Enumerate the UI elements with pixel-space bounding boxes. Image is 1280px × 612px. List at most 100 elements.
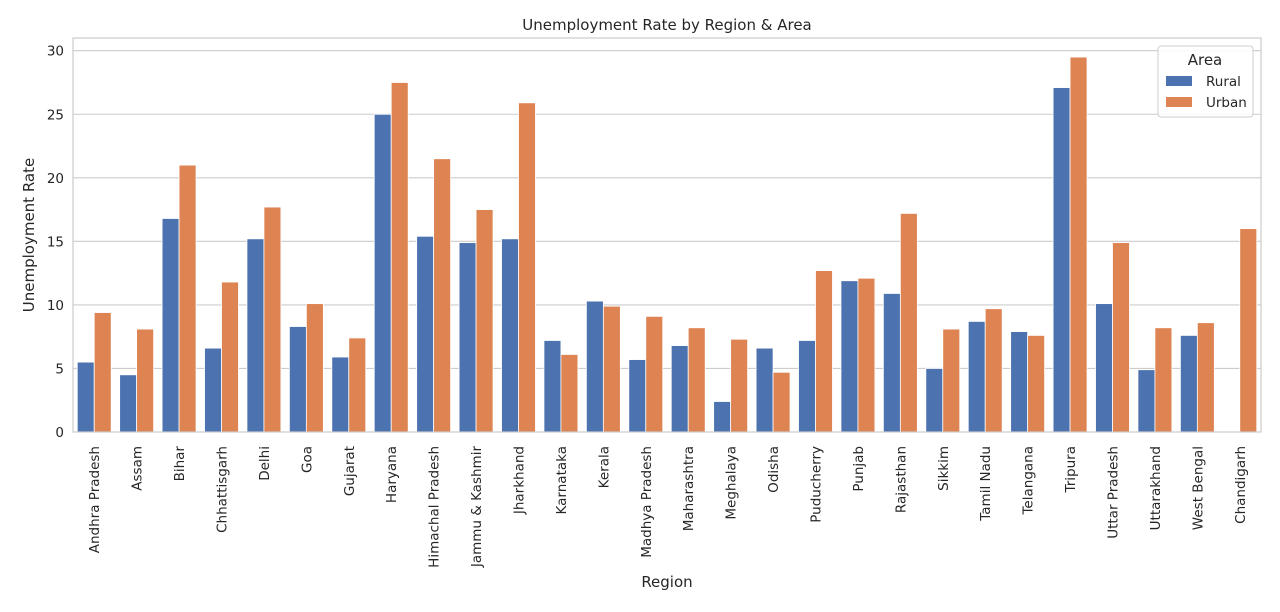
bar-rural [1137, 369, 1156, 433]
bar-rural [713, 401, 732, 433]
bar-urban [645, 315, 664, 433]
bar-urban [433, 158, 452, 433]
bar-rural [373, 113, 392, 433]
x-tick-label: Madhya Pradesh [639, 446, 655, 558]
bar-urban [221, 281, 239, 433]
bar-rural [967, 321, 986, 433]
bar-rural [755, 347, 774, 433]
bar-urban [730, 338, 749, 433]
x-tick-label: Puducherry [809, 446, 825, 523]
bar-urban [602, 305, 621, 433]
y-tick-label: 15 [47, 234, 64, 250]
x-tick-label: Tamil Nadu [978, 446, 994, 522]
x-tick-label: Rajasthan [893, 446, 909, 513]
bar-urban [1154, 327, 1173, 433]
legend: Area Rural Urban [1157, 45, 1254, 118]
bar-rural [161, 218, 180, 433]
bar-rural [670, 345, 689, 433]
legend-label-urban: Urban [1206, 95, 1247, 111]
x-tick-label: Odisha [766, 446, 782, 493]
x-tick-label: Haryana [384, 446, 400, 503]
x-tick-label: Meghalaya [724, 446, 740, 520]
bar-urban [1112, 242, 1130, 433]
x-tick-label: Gujarat [342, 446, 358, 496]
bar-urban [899, 212, 918, 433]
bar-rural [1052, 87, 1071, 433]
x-tick-label: Kerala [596, 446, 612, 488]
x-tick-label: Uttar Pradesh [1106, 446, 1122, 539]
bar-rural [331, 356, 350, 433]
bar-rural [501, 238, 519, 433]
bar-urban [857, 277, 876, 433]
x-tick-label: Uttarakhand [1148, 446, 1164, 530]
y-tick-label: 0 [55, 425, 64, 441]
bar-urban [1069, 56, 1088, 433]
legend-swatch-rural [1166, 76, 1192, 86]
x-tick-label: Goa [299, 446, 315, 473]
x-tick-label: Karnataka [554, 446, 570, 514]
bar-rural [840, 280, 859, 433]
bar-urban [687, 327, 706, 433]
x-tick-label: Tripura [1063, 446, 1079, 494]
bar-urban [263, 206, 282, 433]
y-tick-label: 30 [47, 44, 64, 60]
y-tick-label: 10 [47, 298, 64, 314]
bar-rural [1179, 335, 1198, 433]
bar-urban [942, 328, 961, 433]
plot-frame [72, 37, 1262, 433]
bar-rural [1010, 331, 1029, 433]
bar-rural [246, 238, 265, 433]
bar-urban [475, 209, 494, 433]
x-tick-label: Maharashtra [681, 446, 697, 531]
bar-urban [305, 303, 324, 433]
bar-rural [204, 347, 222, 433]
x-tick-label: West Bengal [1190, 446, 1206, 530]
bar-rural [119, 374, 138, 433]
y-tick-labels: 0 5 10 15 20 25 30 [47, 44, 64, 441]
x-tick-label: Chhattisgarh [215, 446, 231, 533]
bar-urban [93, 312, 112, 433]
bar-rural [458, 242, 477, 433]
x-tick-label: Jammu & Kashmir [469, 446, 485, 569]
x-tick-label: Sikkim [936, 446, 952, 491]
bars [76, 56, 1258, 433]
x-tick-label: Telangana [1021, 446, 1037, 516]
bar-urban [518, 102, 536, 433]
chart-title: Unemployment Rate by Region & Area [522, 16, 812, 34]
bar-rural [798, 340, 816, 433]
y-tick-label: 25 [47, 107, 64, 123]
bar-rural [585, 300, 604, 433]
bar-rural [925, 368, 944, 433]
bar-rural [543, 340, 562, 433]
x-tick-label: Chandigarh [1233, 446, 1249, 524]
legend-swatch-urban [1166, 97, 1192, 107]
bar-rural [882, 293, 901, 433]
bar-rural [288, 326, 307, 433]
bar-rural [416, 235, 435, 433]
x-tick-label: Himachal Pradesh [427, 446, 443, 568]
bar-urban [772, 371, 791, 433]
bar-rural [1095, 303, 1113, 433]
bar-urban [178, 164, 197, 433]
bar-rural [76, 361, 95, 433]
bar-urban [984, 308, 1003, 433]
x-tick-label: Delhi [257, 446, 273, 481]
x-tick-label: Andhra Pradesh [87, 446, 103, 553]
bar-urban [1196, 322, 1215, 433]
x-tick-label: Assam [130, 446, 146, 491]
x-tick-label: Bihar [172, 446, 188, 482]
bar-urban [390, 82, 409, 433]
legend-title: Area [1188, 51, 1223, 69]
bar-urban [1027, 335, 1046, 433]
bar-urban [1239, 228, 1258, 433]
x-tick-label: Punjab [851, 446, 867, 492]
bar-rural [628, 359, 647, 433]
bar-urban [136, 328, 155, 433]
y-tick-label: 5 [55, 361, 64, 377]
legend-label-rural: Rural [1206, 74, 1241, 90]
bar-urban [815, 270, 833, 433]
x-tick-label: Jharkhand [512, 446, 528, 515]
x-axis-label: Region [641, 573, 692, 591]
x-tick-labels: Andhra Pradesh Assam Bihar Chhattisgarh Delh… [87, 446, 1249, 569]
